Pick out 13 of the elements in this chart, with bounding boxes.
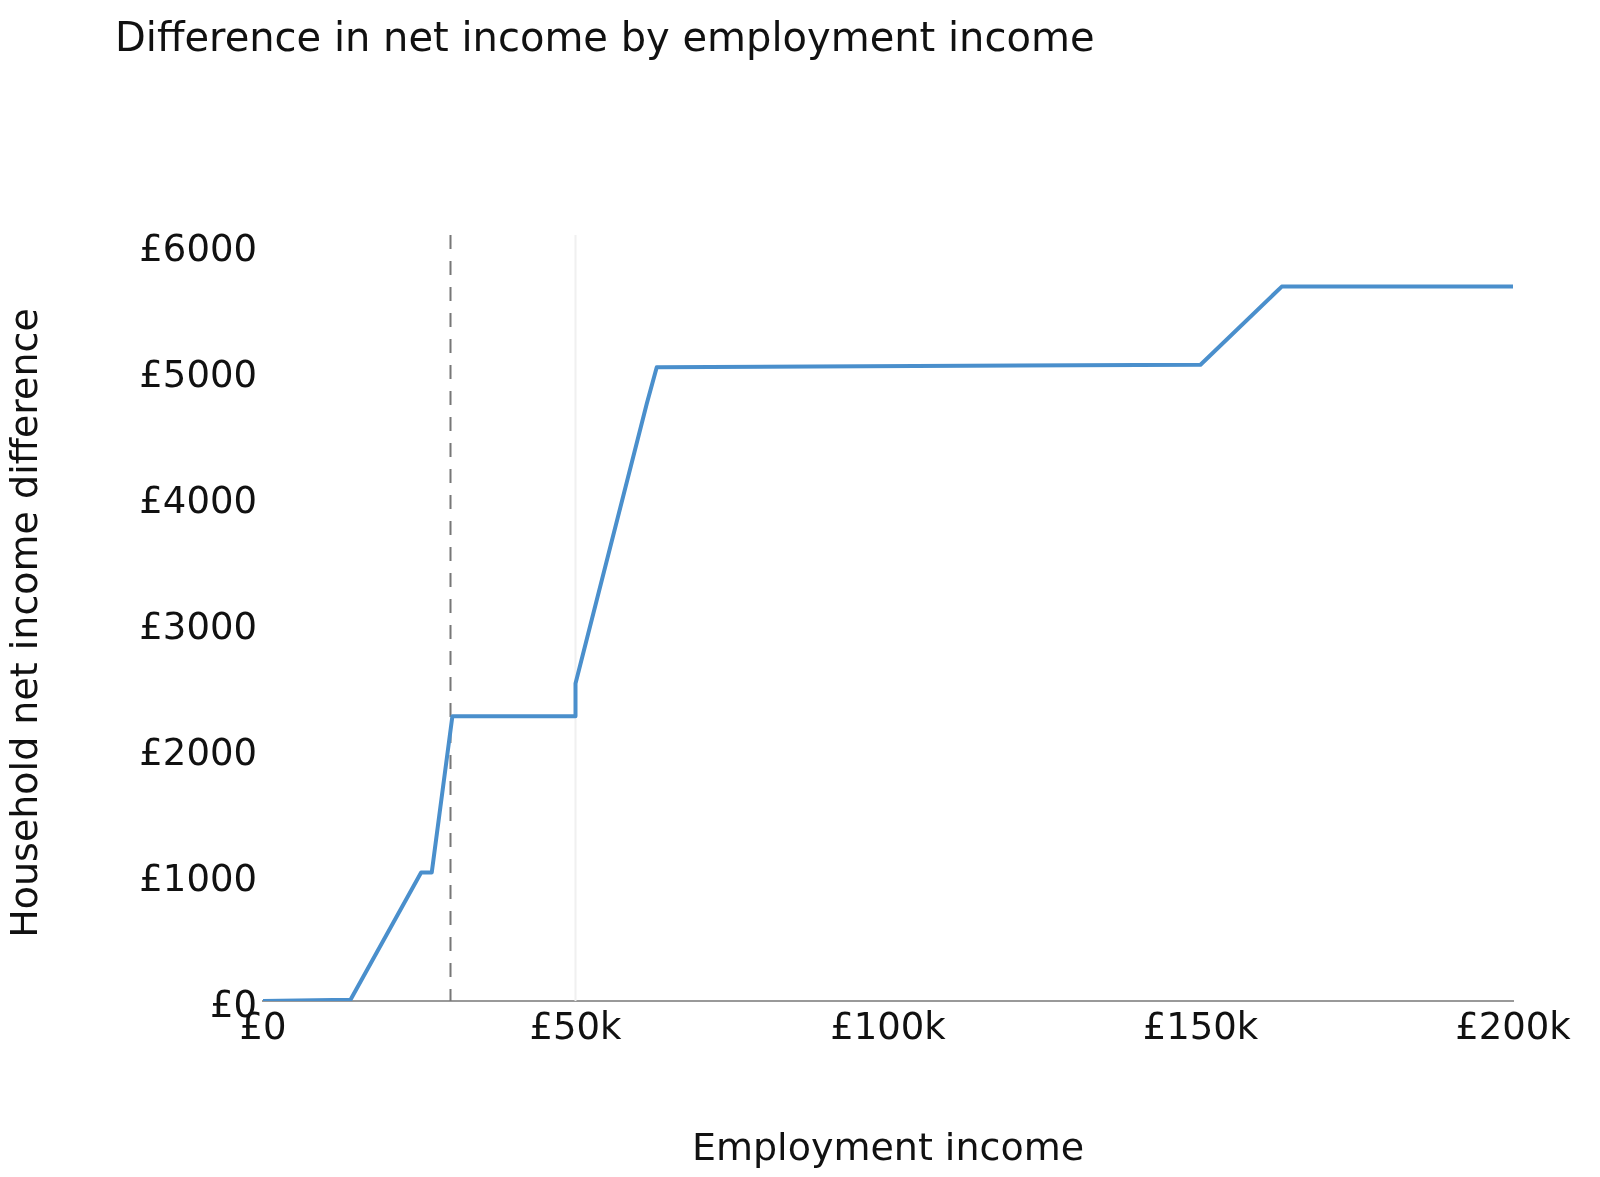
y-tick-label: £2000 <box>139 730 257 774</box>
y-tick-label: £1000 <box>139 856 257 900</box>
y-tick-label: £4000 <box>139 478 257 522</box>
x-tick-label: £100k <box>830 1004 947 1048</box>
y-tick-label: £5000 <box>139 352 257 396</box>
x-tick-label: £50k <box>529 1004 623 1048</box>
y-axis-title: Household net income difference <box>1 308 46 938</box>
chart-title: Difference in net income by employment income <box>115 14 1095 60</box>
y-tick-label: £6000 <box>139 226 257 270</box>
x-axis-title: Employment income <box>691 1125 1085 1170</box>
y-tick-label: £3000 <box>139 604 257 648</box>
x-tick-label: £150k <box>1142 1004 1259 1048</box>
x-tick-label: £200k <box>1455 1004 1572 1048</box>
